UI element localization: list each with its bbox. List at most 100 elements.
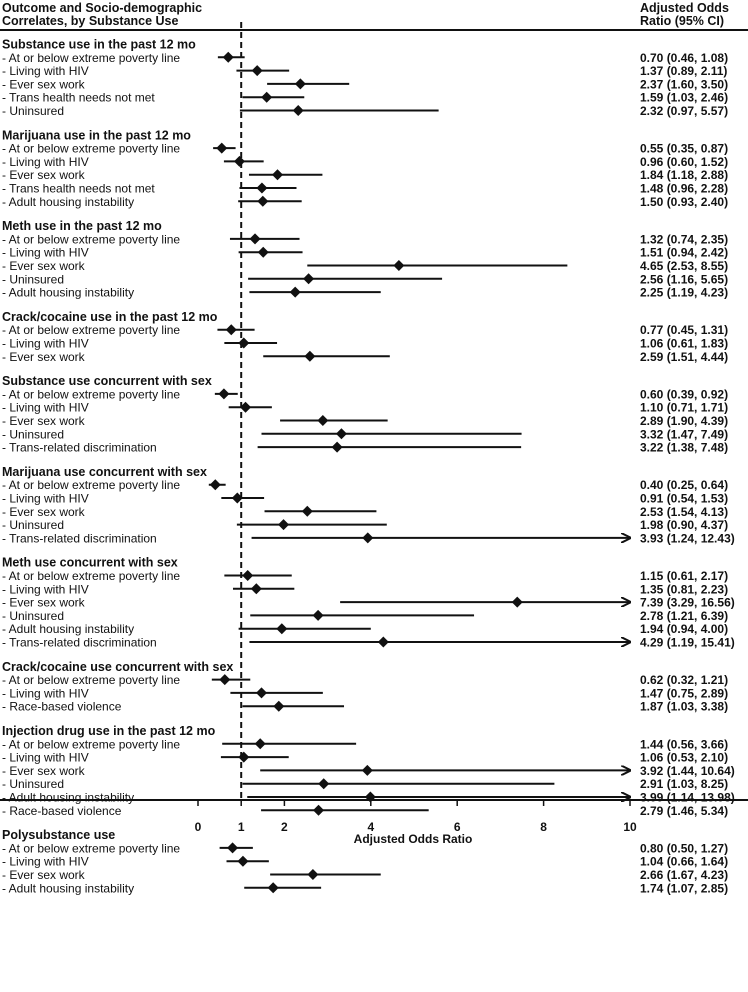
x-axis-ticks: 0 1 2 4 6 8 10	[195, 800, 637, 834]
row-label: - Living with HIV	[2, 246, 89, 260]
or-ci-value: 1.06 (0.53, 2.10)	[640, 751, 728, 765]
or-ci-value: 3.32 (1.47, 7.49)	[640, 427, 728, 441]
row-label: - Living with HIV	[2, 155, 89, 169]
row-label: - Ever sex work	[2, 259, 86, 273]
row-label: - Ever sex work	[2, 77, 86, 91]
point-estimate-diamond	[307, 869, 319, 880]
or-ci-value: 4.29 (1.19, 15.41)	[640, 636, 735, 650]
row-label: - Uninsured	[2, 518, 64, 532]
row-label: - Living with HIV	[2, 686, 89, 700]
x-tick-label: 0	[195, 820, 202, 834]
row-label: - Uninsured	[2, 427, 64, 441]
point-estimate-diamond	[254, 738, 266, 750]
or-ci-value: 0.96 (0.60, 1.52)	[640, 155, 728, 169]
point-estimate-diamond	[276, 623, 288, 635]
or-ci-value: 0.80 (0.50, 1.27)	[640, 841, 728, 855]
point-estimate-diamond	[209, 479, 221, 491]
or-ci-value: 2.37 (1.60, 3.50)	[640, 77, 728, 91]
or-ci-value: 1.15 (0.61, 2.17)	[640, 569, 728, 583]
row-label: - Ever sex work	[2, 596, 86, 610]
x-tick-label: 2	[281, 820, 288, 834]
point-estimate-diamond	[362, 532, 374, 544]
group-title: Meth use concurrent with sex	[2, 556, 178, 570]
row-label: - Race-based violence	[2, 804, 122, 818]
header-right-line1: Adjusted Odds	[640, 1, 729, 15]
point-estimate-diamond	[331, 441, 343, 453]
or-ci-value: 0.91 (0.54, 1.53)	[640, 492, 728, 506]
point-estimate-diamond	[303, 273, 315, 285]
point-estimate-diamond	[250, 583, 262, 595]
point-estimate-diamond	[289, 286, 301, 298]
point-estimate-diamond	[318, 778, 330, 790]
point-estimate-diamond	[313, 804, 325, 816]
point-estimate-diamond	[256, 182, 268, 194]
point-estimate-diamond	[219, 674, 231, 686]
or-ci-value: 1.32 (0.74, 2.35)	[640, 232, 728, 246]
point-estimate-diamond	[377, 636, 389, 648]
or-ci-value: 0.62 (0.32, 1.21)	[640, 673, 728, 687]
row-label: - At or below extreme poverty line	[2, 51, 180, 65]
row-label: - Living with HIV	[2, 337, 89, 351]
or-ci-value: 3.99 (1.14, 13.98)	[640, 791, 735, 805]
point-estimate-diamond	[317, 415, 329, 426]
group-title: Crack/cocaine use in the past 12 mo	[2, 310, 218, 324]
row-label: - Uninsured	[2, 104, 64, 118]
or-ci-value: 1.74 (1.07, 2.85)	[640, 881, 728, 895]
point-estimate-diamond	[218, 388, 230, 400]
group-title: Substance use in the past 12 mo	[2, 38, 196, 52]
row-label: - At or below extreme poverty line	[2, 841, 180, 855]
row-label: - Adult housing instability	[2, 286, 134, 300]
or-ci-value: 3.93 (1.24, 12.43)	[640, 531, 735, 545]
row-label: - Trans-related discrimination	[2, 636, 157, 650]
row-label: - Trans-related discrimination	[2, 531, 157, 545]
row-label: - Living with HIV	[2, 492, 89, 506]
row-label: - Living with HIV	[2, 582, 89, 596]
or-ci-value: 0.70 (0.46, 1.08)	[640, 51, 728, 65]
or-ci-value: 4.65 (2.53, 8.55)	[640, 259, 728, 273]
or-ci-value: 0.60 (0.39, 0.92)	[640, 387, 728, 401]
or-ci-value: 2.59 (1.51, 4.44)	[640, 350, 728, 364]
row-label: - At or below extreme poverty line	[2, 142, 180, 156]
group-title: Polysubstance use	[2, 828, 115, 842]
or-ci-value: 1.59 (1.03, 2.46)	[640, 91, 728, 105]
row-label: - Race-based violence	[2, 700, 122, 714]
row-label: - Ever sex work	[2, 868, 86, 882]
group-title: Substance use concurrent with sex	[2, 374, 212, 388]
point-estimate-diamond	[257, 195, 269, 207]
point-estimate-diamond	[249, 233, 261, 245]
point-estimate-diamond	[393, 260, 405, 271]
row-label: - Living with HIV	[2, 751, 89, 765]
row-label: - At or below extreme poverty line	[2, 569, 180, 583]
or-ci-value: 3.92 (1.44, 10.64)	[640, 764, 735, 778]
point-estimate-diamond	[222, 51, 234, 63]
group-title: Crack/cocaine use concurrent with sex	[2, 660, 233, 674]
point-estimate-diamond	[511, 596, 523, 608]
row-label: - At or below extreme poverty line	[2, 737, 180, 751]
or-ci-value: 0.77 (0.45, 1.31)	[640, 323, 728, 337]
point-estimate-diamond	[273, 700, 285, 712]
point-estimate-diamond	[242, 570, 254, 581]
row-label: - At or below extreme poverty line	[2, 478, 180, 492]
row-label: - Adult housing instability	[2, 791, 134, 805]
row-label: - Living with HIV	[2, 401, 89, 415]
row-label: - Adult housing instability	[2, 881, 134, 895]
or-ci-value: 1.44 (0.56, 3.66)	[640, 737, 728, 751]
point-estimate-diamond	[238, 337, 250, 349]
row-label: - Uninsured	[2, 609, 64, 623]
row-label: - Ever sex work	[2, 350, 86, 364]
or-ci-value: 2.56 (1.16, 5.65)	[640, 272, 728, 286]
or-ci-value: 2.91 (1.03, 8.25)	[640, 777, 728, 791]
row-label: - Ever sex work	[2, 764, 86, 778]
point-estimate-diamond	[301, 505, 313, 517]
x-tick-label: 10	[623, 820, 637, 834]
or-ci-value: 1.94 (0.94, 4.00)	[640, 622, 728, 636]
x-tick-label: 4	[367, 820, 374, 834]
or-ci-value: 1.35 (0.81, 2.23)	[640, 582, 728, 596]
row-label: - At or below extreme poverty line	[2, 323, 180, 337]
forest-rows: Substance use in the past 12 mo- At or b…	[2, 38, 735, 896]
point-estimate-diamond	[267, 882, 279, 894]
row-label: - Living with HIV	[2, 855, 89, 869]
or-ci-value: 1.04 (0.66, 1.64)	[640, 855, 728, 869]
row-label: - Trans health needs not met	[2, 182, 155, 196]
or-ci-value: 2.79 (1.46, 5.34)	[640, 804, 728, 818]
